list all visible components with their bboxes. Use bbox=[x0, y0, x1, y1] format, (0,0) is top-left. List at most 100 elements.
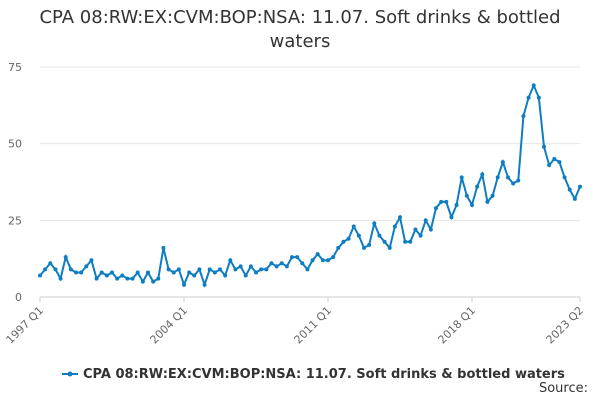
point bbox=[578, 184, 582, 189]
x-tick-label: 2018 Q1 bbox=[436, 304, 479, 347]
point bbox=[470, 203, 474, 207]
point bbox=[166, 267, 171, 272]
point bbox=[490, 193, 495, 198]
point bbox=[511, 181, 516, 186]
point bbox=[382, 239, 387, 244]
point bbox=[156, 276, 161, 281]
point bbox=[38, 273, 42, 278]
point bbox=[542, 144, 546, 149]
point bbox=[300, 261, 305, 266]
point bbox=[418, 233, 423, 238]
point bbox=[341, 239, 346, 244]
point bbox=[84, 264, 89, 269]
x-tick-label: 1997 Q1 bbox=[4, 304, 47, 347]
point bbox=[531, 83, 536, 88]
point bbox=[331, 255, 336, 260]
point bbox=[403, 239, 408, 244]
chart-title: CPA 08:RW:EX:CVM:BOP:NSA: 11.07. Soft dr… bbox=[39, 7, 561, 52]
point bbox=[444, 199, 449, 204]
point bbox=[572, 196, 577, 201]
point bbox=[182, 282, 186, 287]
point bbox=[68, 267, 73, 272]
point bbox=[89, 258, 94, 263]
point bbox=[79, 270, 84, 275]
point bbox=[120, 273, 125, 278]
point bbox=[464, 193, 469, 198]
point bbox=[295, 255, 300, 260]
point bbox=[207, 267, 212, 272]
point bbox=[279, 261, 284, 266]
point bbox=[212, 270, 217, 275]
point bbox=[536, 95, 541, 100]
legend-marker bbox=[67, 371, 73, 377]
point bbox=[320, 258, 325, 263]
point bbox=[223, 273, 228, 278]
point bbox=[305, 267, 310, 272]
line bbox=[39, 82, 581, 288]
point bbox=[526, 95, 531, 100]
point bbox=[356, 233, 361, 238]
point bbox=[398, 215, 402, 220]
point bbox=[284, 264, 289, 269]
point bbox=[521, 114, 526, 119]
point bbox=[557, 160, 562, 165]
point bbox=[243, 273, 248, 278]
y-tick-label: 75 bbox=[8, 61, 22, 74]
x-tick-label: 2023 Q2 bbox=[544, 304, 587, 347]
point bbox=[459, 175, 464, 180]
point bbox=[187, 270, 192, 275]
point bbox=[254, 270, 258, 275]
y-tick-label: 0 bbox=[15, 291, 22, 304]
point bbox=[218, 267, 222, 272]
point bbox=[475, 184, 480, 189]
point bbox=[434, 206, 438, 211]
point bbox=[63, 255, 68, 260]
point bbox=[552, 157, 557, 161]
x-tick-label: 2011 Q1 bbox=[292, 304, 335, 347]
point bbox=[367, 242, 372, 247]
point bbox=[135, 270, 140, 275]
point bbox=[53, 267, 58, 272]
point bbox=[176, 267, 181, 272]
point bbox=[326, 258, 330, 263]
point bbox=[362, 245, 366, 250]
point bbox=[115, 276, 120, 281]
point bbox=[161, 245, 166, 250]
point bbox=[259, 267, 264, 272]
point bbox=[454, 203, 459, 207]
point bbox=[377, 233, 382, 238]
point bbox=[146, 270, 150, 275]
point bbox=[104, 273, 109, 278]
point bbox=[228, 258, 233, 263]
point bbox=[202, 282, 207, 287]
point bbox=[248, 264, 253, 269]
point bbox=[315, 252, 320, 257]
point bbox=[264, 267, 269, 272]
point bbox=[125, 276, 130, 281]
point bbox=[233, 267, 238, 272]
point bbox=[547, 163, 552, 168]
point bbox=[171, 270, 176, 275]
x-tick-label: 2004 Q1 bbox=[148, 304, 191, 347]
y-tick-label: 50 bbox=[8, 138, 22, 151]
point bbox=[408, 239, 413, 244]
point bbox=[372, 221, 377, 226]
point bbox=[485, 199, 490, 204]
point bbox=[428, 227, 433, 232]
point bbox=[480, 172, 485, 177]
point bbox=[516, 178, 521, 183]
point bbox=[130, 276, 135, 281]
point bbox=[192, 273, 197, 278]
point bbox=[58, 276, 63, 281]
point bbox=[423, 218, 428, 223]
point bbox=[346, 236, 351, 241]
point bbox=[336, 245, 341, 250]
point bbox=[274, 264, 279, 269]
point bbox=[567, 187, 572, 192]
point bbox=[351, 224, 356, 229]
point bbox=[500, 160, 505, 165]
legend-label: CPA 08:RW:EX:CVM:BOP:NSA: 11.07. Soft dr… bbox=[83, 367, 565, 382]
point bbox=[74, 270, 78, 275]
point bbox=[506, 175, 510, 180]
point bbox=[495, 175, 500, 180]
